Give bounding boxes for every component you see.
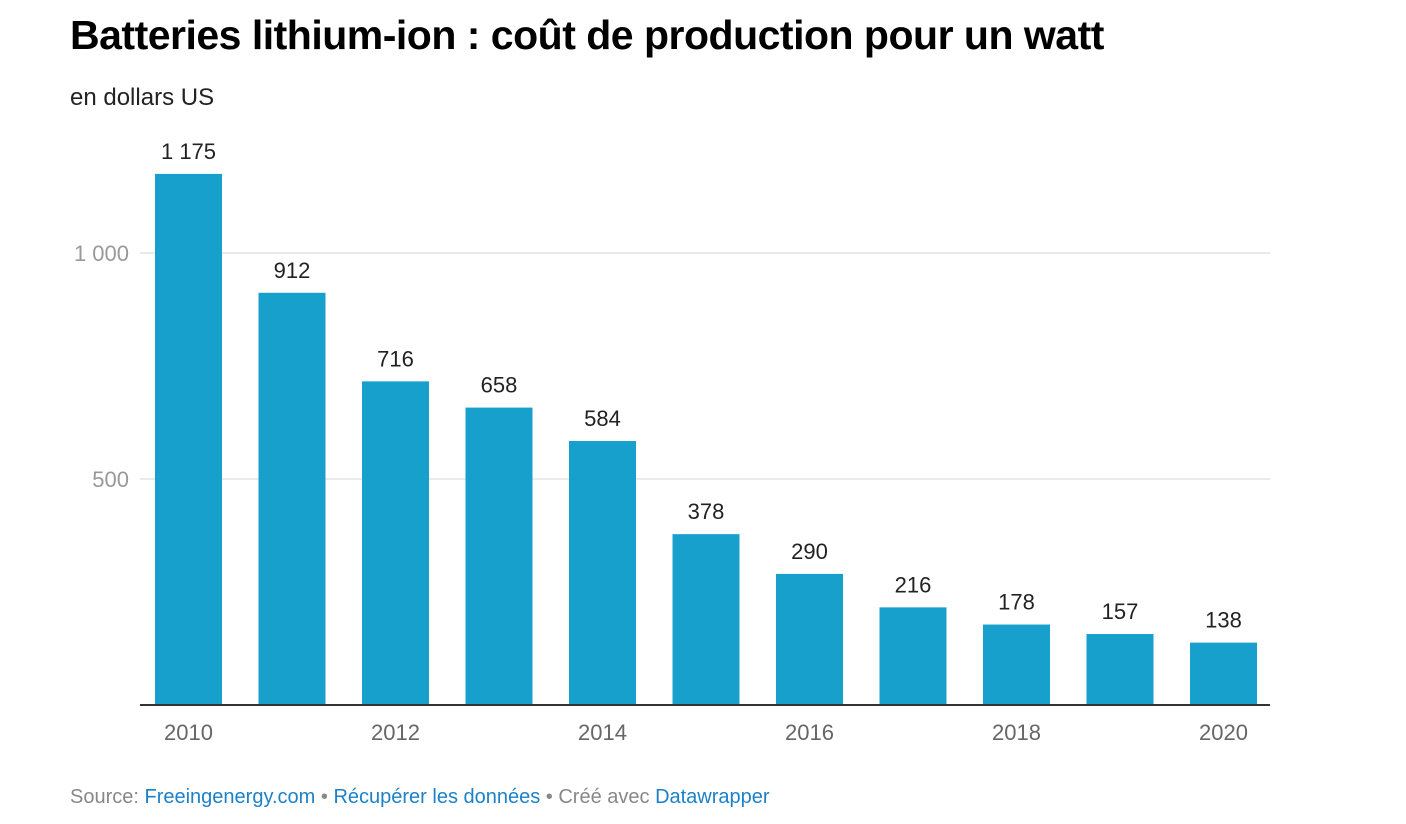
value-label-2018: 178 <box>998 590 1035 615</box>
x-tick-label-2018: 2018 <box>992 720 1041 745</box>
bar-2011 <box>258 292 326 705</box>
value-label-2012: 716 <box>377 346 414 371</box>
value-labels: 1 175 912 716 658 584 378 290 216 178 157 138 <box>161 139 1242 633</box>
bar-2014 <box>569 441 636 705</box>
value-label-2017: 216 <box>895 572 932 597</box>
value-label-2011: 912 <box>274 258 311 283</box>
bar-2019 <box>1086 634 1154 705</box>
created-with-text: • Créé avec <box>540 786 656 808</box>
y-tick-label-1000: 1 000 <box>74 241 129 266</box>
grid-lines <box>140 252 1270 480</box>
y-tick-label-500: 500 <box>92 467 129 492</box>
datawrapper-link[interactable]: Datawrapper <box>655 786 770 808</box>
x-tick-label-2010: 2010 <box>164 720 213 745</box>
bar-2015 <box>672 534 740 705</box>
chart-title: Batteries lithium-ion : coût de producti… <box>70 12 1104 58</box>
bar-2016 <box>776 573 843 705</box>
value-label-2010: 1 175 <box>161 139 216 164</box>
source-link[interactable]: Freeingenergy.com <box>144 786 316 808</box>
bars <box>155 173 1257 705</box>
value-label-2020: 138 <box>1205 608 1242 633</box>
x-tick-label-2016: 2016 <box>785 720 834 745</box>
value-label-2016: 290 <box>791 539 828 564</box>
bar-2017 <box>879 607 947 705</box>
bar-2013 <box>465 407 533 705</box>
bar-chart: 1 175 912 716 658 584 378 290 216 178 157 138 500 1… <box>74 139 1270 745</box>
x-tick-label-2012: 2012 <box>371 720 420 745</box>
value-label-2013: 658 <box>481 373 518 398</box>
chart-footer: Source: Freeingenergy.com • Récupérer le… <box>70 786 770 809</box>
bar-2020 <box>1190 642 1257 705</box>
value-label-2014: 584 <box>584 406 621 431</box>
get-data-link[interactable]: Récupérer les données <box>333 786 541 808</box>
x-tick-label-2020: 2020 <box>1199 720 1248 745</box>
value-label-2019: 157 <box>1102 599 1139 624</box>
chart-subtitle: en dollars US <box>70 84 215 111</box>
x-tick-label-2014: 2014 <box>578 720 627 745</box>
bar-2010 <box>155 173 222 705</box>
bar-2018 <box>983 624 1050 705</box>
axes: 500 1 000 2010 2012 2014 2016 2018 2020 <box>74 241 1270 745</box>
value-label-2015: 378 <box>688 499 725 524</box>
source-prefix: Source: <box>70 786 145 808</box>
bar-2012 <box>362 381 429 705</box>
footer-separator: • <box>315 786 334 808</box>
